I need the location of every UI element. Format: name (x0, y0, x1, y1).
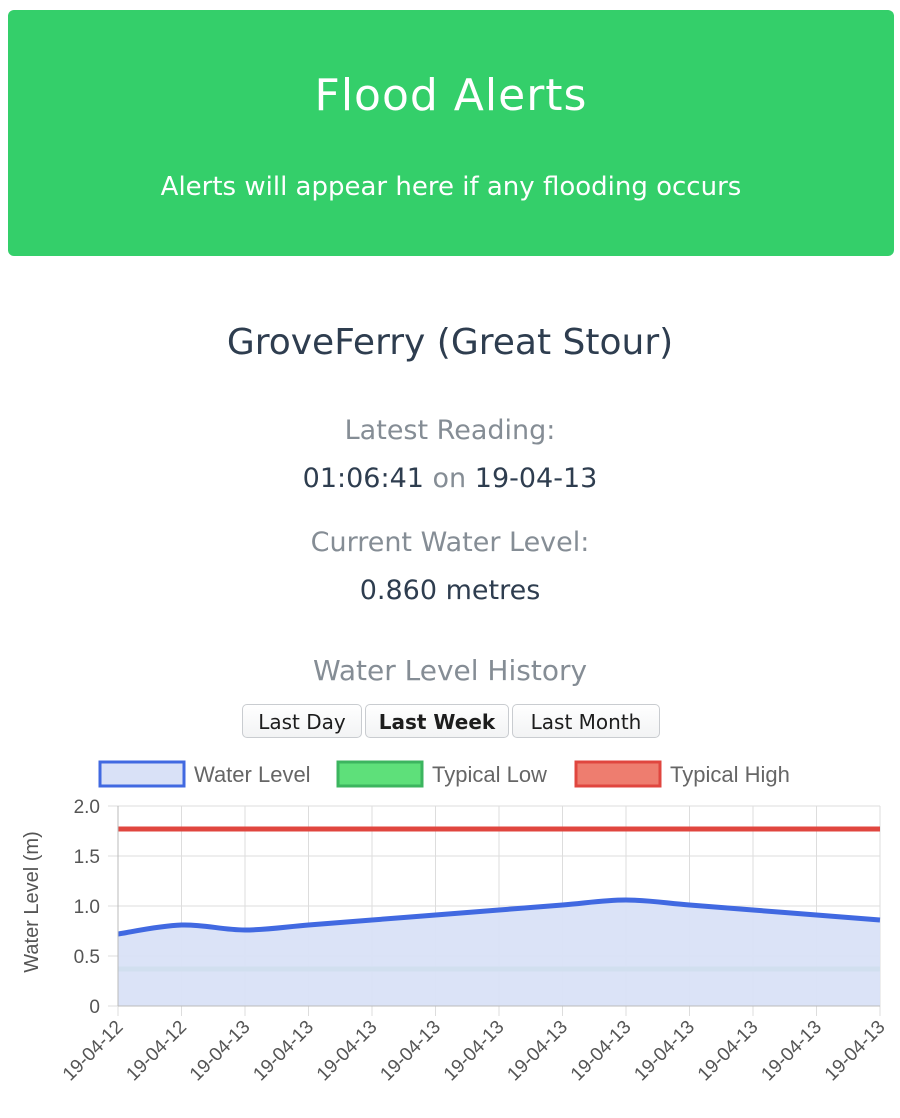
x-tick-label: 19-04-12 (122, 1017, 191, 1086)
legend-label-1: Water Level (194, 762, 311, 787)
x-tick-label: 19-04-13 (630, 1017, 699, 1086)
x-tick-label: 19-04-13 (376, 1017, 445, 1086)
water-level-chart: Water Level Typical Low Typical High 0 0.5 1… (21, 760, 890, 1086)
legend-swatch-2 (336, 760, 424, 788)
current-level-label: Current Water Level: (310, 527, 590, 558)
y-tick-label: 2.0 (74, 797, 100, 818)
x-tick-label: 19-04-13 (186, 1017, 255, 1086)
legend-swatch-1 (98, 760, 186, 788)
legend-label-2: Typical Low (432, 762, 547, 787)
y-tick-label: 1.5 (74, 847, 100, 868)
legend-swatch-3 (574, 760, 662, 788)
alert-message: Alerts will appear here if any flooding … (160, 172, 742, 202)
y-tick-label: 0.5 (74, 947, 100, 968)
x-tick-label: 19-04-13 (440, 1017, 509, 1086)
x-tick-label: 19-04-13 (503, 1017, 572, 1086)
x-tick-label: 19-04-12 (59, 1017, 128, 1086)
x-tick-label: 19-04-13 (821, 1017, 890, 1086)
flood-alert-banner: Flood Alerts Alerts will appear here if … (8, 10, 894, 256)
history-title: Water Level History (312, 654, 588, 687)
latest-reading-time: 01:06:41 (302, 463, 424, 494)
series-area-1 (118, 900, 880, 1006)
last-week-button[interactable]: Last Week (365, 704, 509, 738)
alert-title: Flood Alerts (314, 70, 588, 121)
last-month-button[interactable]: Last Month (512, 704, 660, 738)
x-tick-label: 19-04-13 (313, 1017, 382, 1086)
y-axis-title: Water Level (m) (21, 831, 43, 973)
x-tick-label: 19-04-13 (694, 1017, 763, 1086)
x-tick-label: 19-04-13 (249, 1017, 318, 1086)
x-tick-label: 19-04-13 (567, 1017, 636, 1086)
last-day-button[interactable]: Last Day (242, 704, 362, 738)
legend-label-3: Typical High (670, 762, 790, 787)
chart-legend: Water Level Typical Low Typical High (98, 760, 790, 788)
current-level-value: 0.860 metres (359, 575, 541, 606)
chart-series (117, 826, 881, 1006)
latest-reading-label: Latest Reading: (344, 415, 556, 446)
x-tick-label: 19-04-13 (757, 1017, 826, 1086)
latest-reading-connector: on (432, 463, 467, 494)
y-tick-label: 0 (89, 997, 100, 1018)
latest-reading-value: 01:06:41 on 19-04-13 (0, 460, 900, 498)
station-name: GroveFerry (Great Stour) (226, 322, 674, 363)
y-tick-label: 1.0 (74, 897, 100, 918)
range-button-group: Last Day Last Week Last Month (0, 704, 900, 740)
latest-reading-date: 19-04-13 (474, 463, 598, 494)
series-line-1 (117, 897, 881, 937)
